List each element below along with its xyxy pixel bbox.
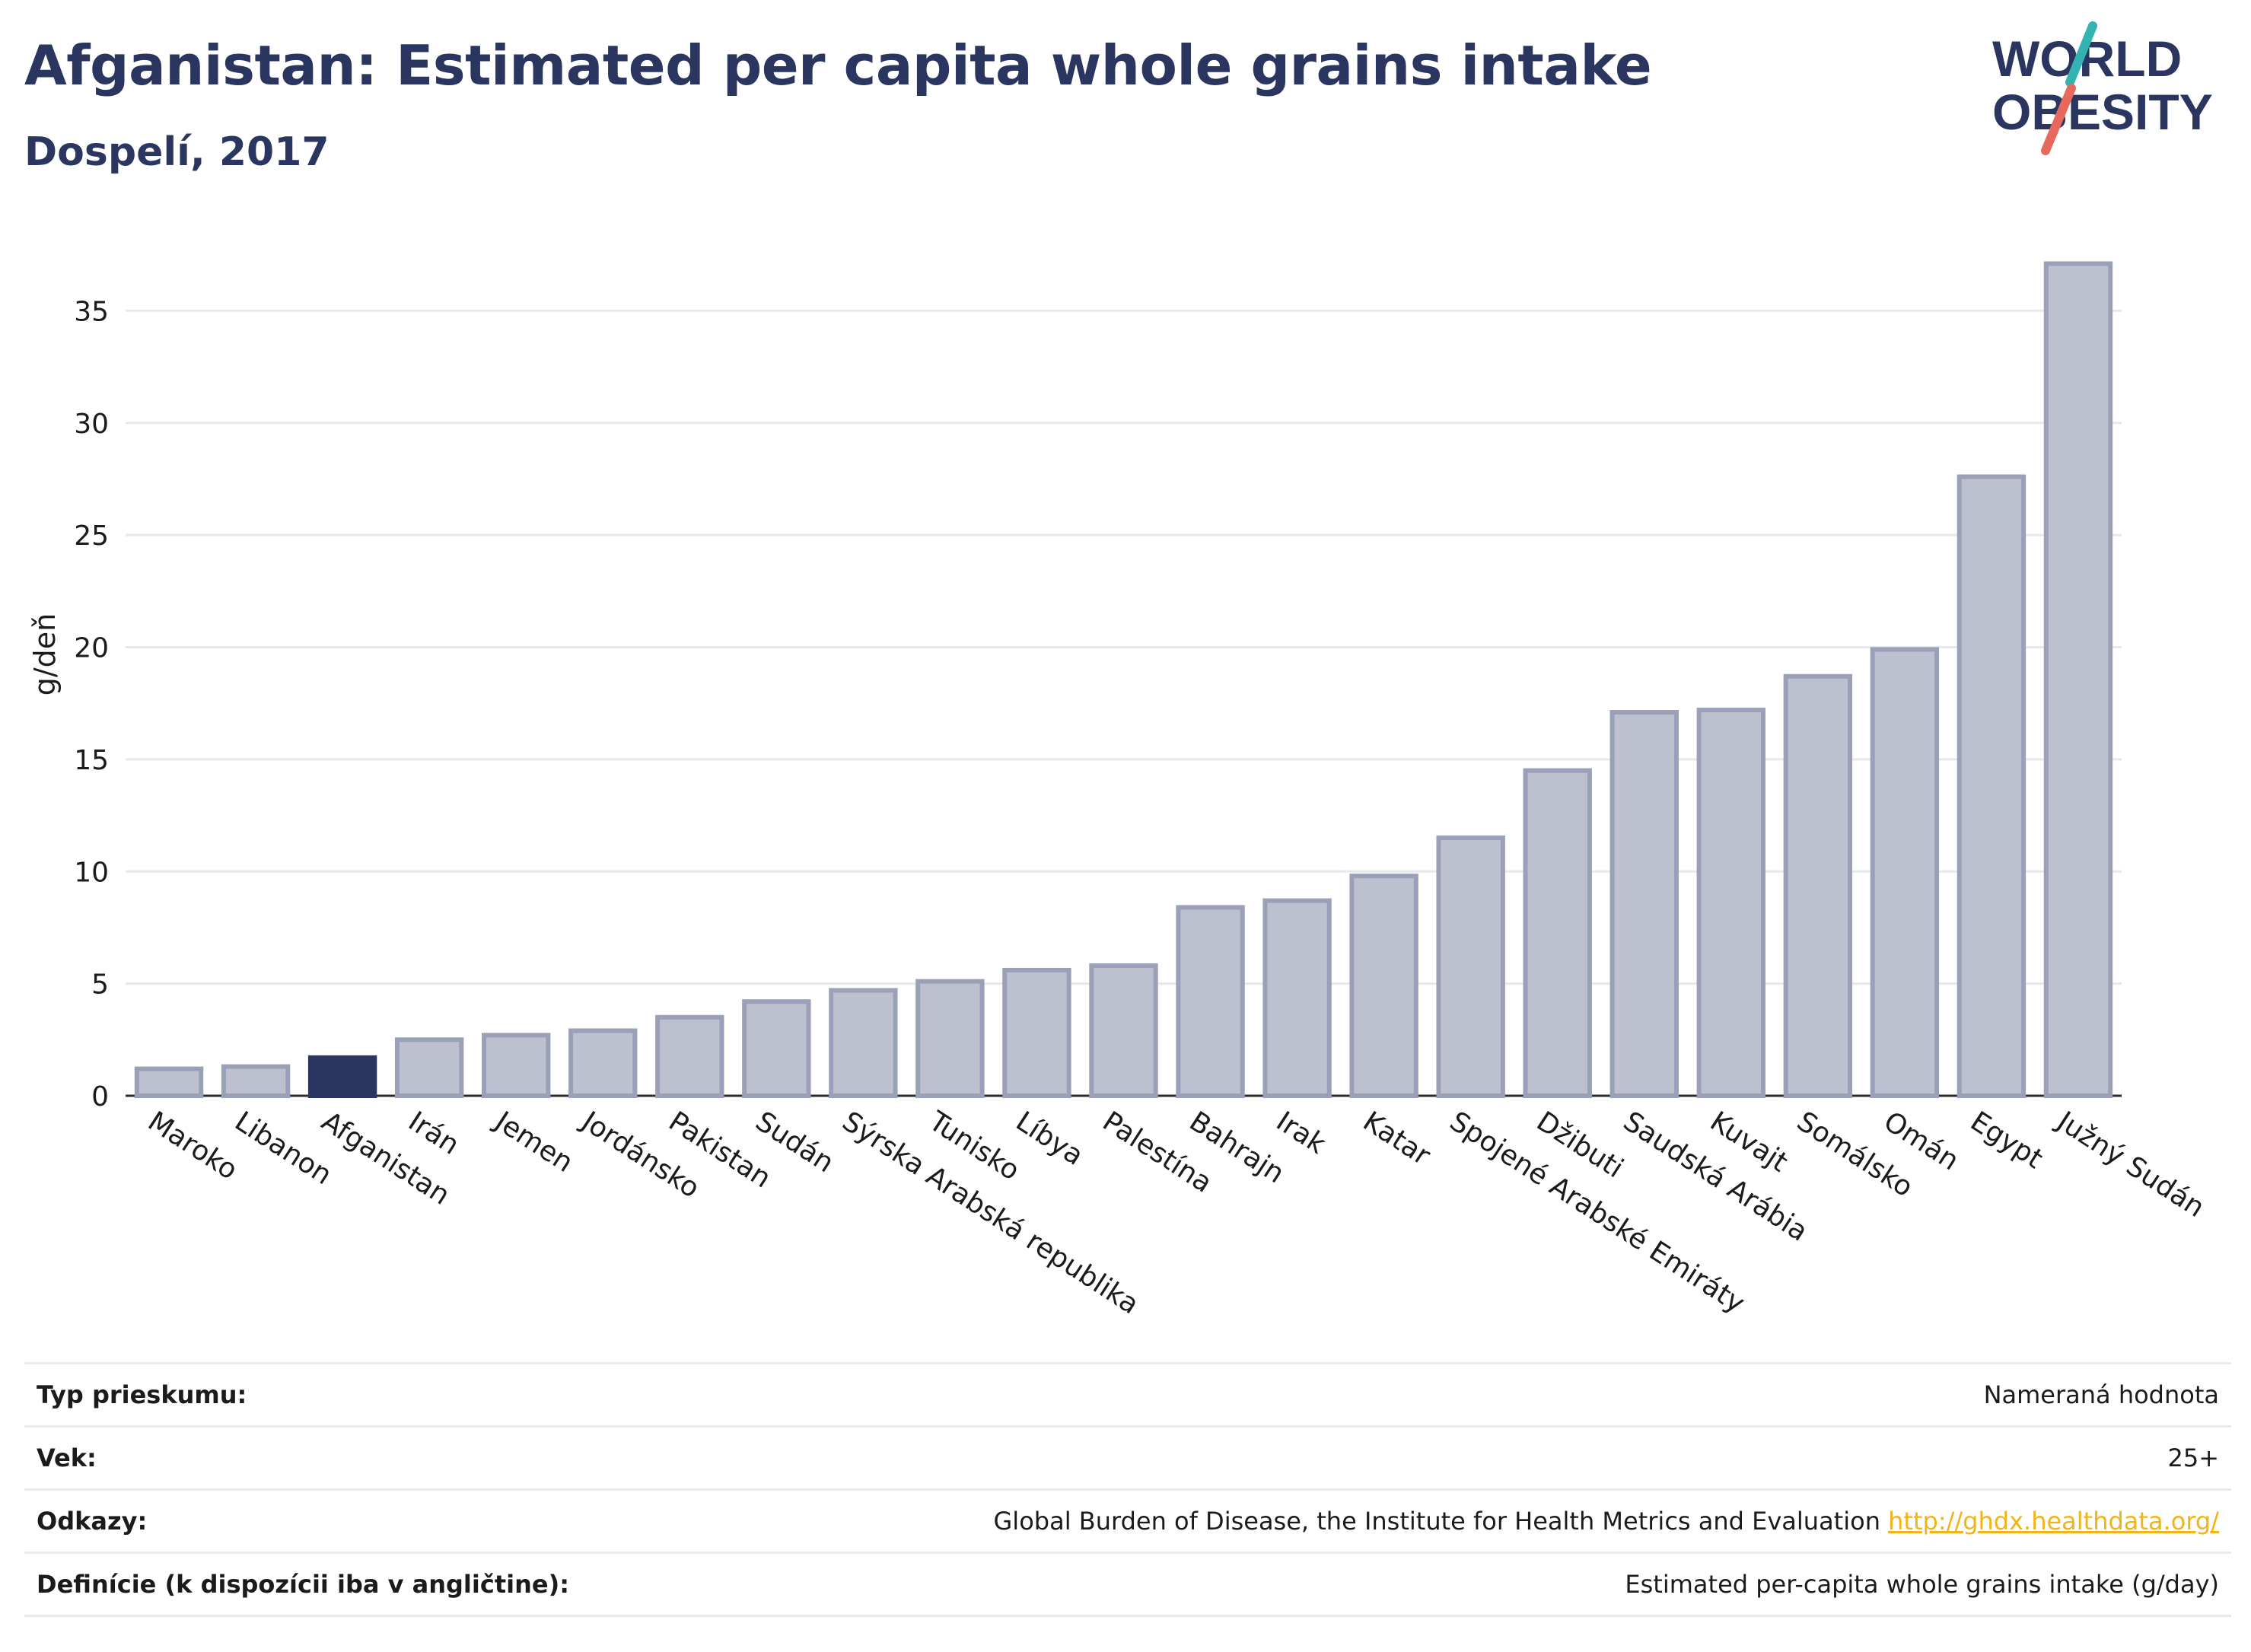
bar-highlighted xyxy=(307,1055,377,1099)
bar xyxy=(481,1033,551,1098)
y-tick-label: 5 xyxy=(91,969,109,1001)
y-axis-label: g/deň xyxy=(28,613,62,696)
y-tick-label: 30 xyxy=(74,409,109,440)
world-obesity-logo: WORLD OBESITY xyxy=(1992,21,2213,155)
bar xyxy=(1609,710,1679,1098)
y-tick-label: 0 xyxy=(91,1081,109,1112)
bar xyxy=(1783,673,1853,1098)
y-tick-labels: 0 5 10 15 20 25 30 35 xyxy=(74,296,109,1112)
x-tick-label: Maroko xyxy=(142,1106,243,1186)
bar xyxy=(134,1066,204,1099)
info-key: Typ prieskumu: xyxy=(37,1380,247,1409)
x-tick-label: Irán xyxy=(403,1106,464,1161)
x-tick-label: Libanon xyxy=(229,1106,337,1191)
bar xyxy=(1089,963,1158,1098)
info-value: Nameraná hodnota xyxy=(1983,1380,2219,1409)
logo-slash-coral xyxy=(2041,84,2076,155)
bar xyxy=(1002,967,1071,1099)
info-row-survey-type: Typ prieskumu: Nameraná hodnota xyxy=(24,1364,2231,1428)
x-tick-label: Južný Sudán xyxy=(2050,1105,2210,1224)
info-row-references: Odkazy: Global Burden of Disease, the In… xyxy=(24,1491,2231,1554)
bar xyxy=(1956,474,2027,1098)
info-key: Definície (k dispozícii iba v angličtine… xyxy=(37,1570,569,1599)
y-tick-label: 15 xyxy=(74,745,109,776)
info-value: 25+ xyxy=(2167,1444,2219,1472)
bar xyxy=(829,988,898,1098)
chart-subtitle: Dospelí, 2017 xyxy=(24,129,330,175)
logo-slash-teal xyxy=(2065,21,2097,87)
bar xyxy=(394,1037,464,1099)
bar xyxy=(1176,905,1245,1098)
info-row-age: Vek: 25+ xyxy=(24,1428,2231,1491)
info-key: Vek: xyxy=(37,1444,97,1472)
y-tick-label: 35 xyxy=(74,296,109,327)
bar xyxy=(1870,647,1940,1098)
source-link[interactable]: http://ghdx.healthdata.org/ xyxy=(1888,1507,2219,1536)
y-tick-label: 25 xyxy=(74,520,109,552)
x-tick-label: Egypt xyxy=(1965,1106,2048,1175)
bar xyxy=(655,1014,724,1099)
info-key: Odkazy: xyxy=(37,1507,148,1536)
bar xyxy=(1262,898,1332,1099)
bar xyxy=(2043,261,2113,1098)
x-tick-label: Jemen xyxy=(489,1105,579,1179)
bar xyxy=(1523,768,1592,1098)
bar xyxy=(221,1064,291,1098)
bar xyxy=(568,1028,638,1099)
x-tick-label: Katar xyxy=(1358,1106,1436,1172)
info-value: Global Burden of Disease, the Institute … xyxy=(993,1507,1880,1536)
chart-title: Afganistan: Estimated per capita whole g… xyxy=(24,33,1652,97)
info-table: Typ prieskumu: Nameraná hodnota Vek: 25+… xyxy=(24,1362,2231,1617)
x-tick-label: Irak xyxy=(1271,1106,1332,1160)
bar xyxy=(1436,836,1505,1098)
bar xyxy=(742,999,811,1099)
bar xyxy=(1349,874,1418,1098)
bars xyxy=(134,261,2113,1099)
y-tick-label: 10 xyxy=(74,857,109,888)
info-value: Estimated per-capita whole grains intake… xyxy=(1625,1570,2219,1599)
y-tick-label: 20 xyxy=(74,633,109,664)
bar xyxy=(1696,708,1766,1098)
bar xyxy=(915,979,985,1098)
info-row-definitions: Definície (k dispozícii iba v angličtine… xyxy=(24,1554,2231,1617)
logo-word-obesity: OBESITY xyxy=(1992,84,2213,140)
info-value-wrap: Global Burden of Disease, the Institute … xyxy=(994,1507,2220,1536)
